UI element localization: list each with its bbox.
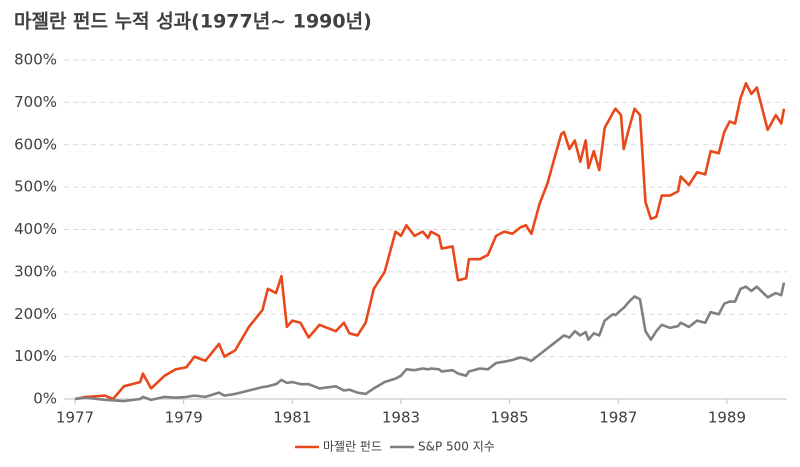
x-tick-label: 1985: [491, 409, 529, 427]
y-tick-label: 200%: [14, 305, 57, 323]
x-tick-label: 1981: [273, 409, 311, 427]
y-tick-label: 600%: [14, 135, 57, 153]
y-tick-label: 800%: [14, 51, 57, 69]
x-tick-label: 1987: [599, 409, 637, 427]
y-tick-label: 0%: [33, 390, 57, 408]
chart-title: 마젤란 펀드 누적 성과(1977년~ 1990년): [14, 11, 372, 33]
legend-item: 마젤란 펀드: [295, 440, 382, 454]
x-tick-label: 1979: [165, 409, 203, 427]
legend-label: S&P 500 지수: [418, 440, 495, 454]
y-tick-label: 700%: [14, 93, 57, 111]
x-tick-label: 1989: [708, 409, 746, 427]
line-series: [74, 82, 786, 401]
x-tick-label: 1983: [382, 409, 420, 427]
x-tick-label: 1977: [56, 409, 94, 427]
line-series: [74, 282, 786, 403]
legend-label: 마젤란 펀드: [323, 440, 382, 454]
legend-item: S&P 500 지수: [390, 440, 495, 454]
y-tick-label: 400%: [14, 220, 57, 238]
y-tick-label: 500%: [14, 178, 57, 196]
y-tick-label: 100%: [14, 347, 57, 365]
y-tick-label: 300%: [14, 262, 57, 280]
